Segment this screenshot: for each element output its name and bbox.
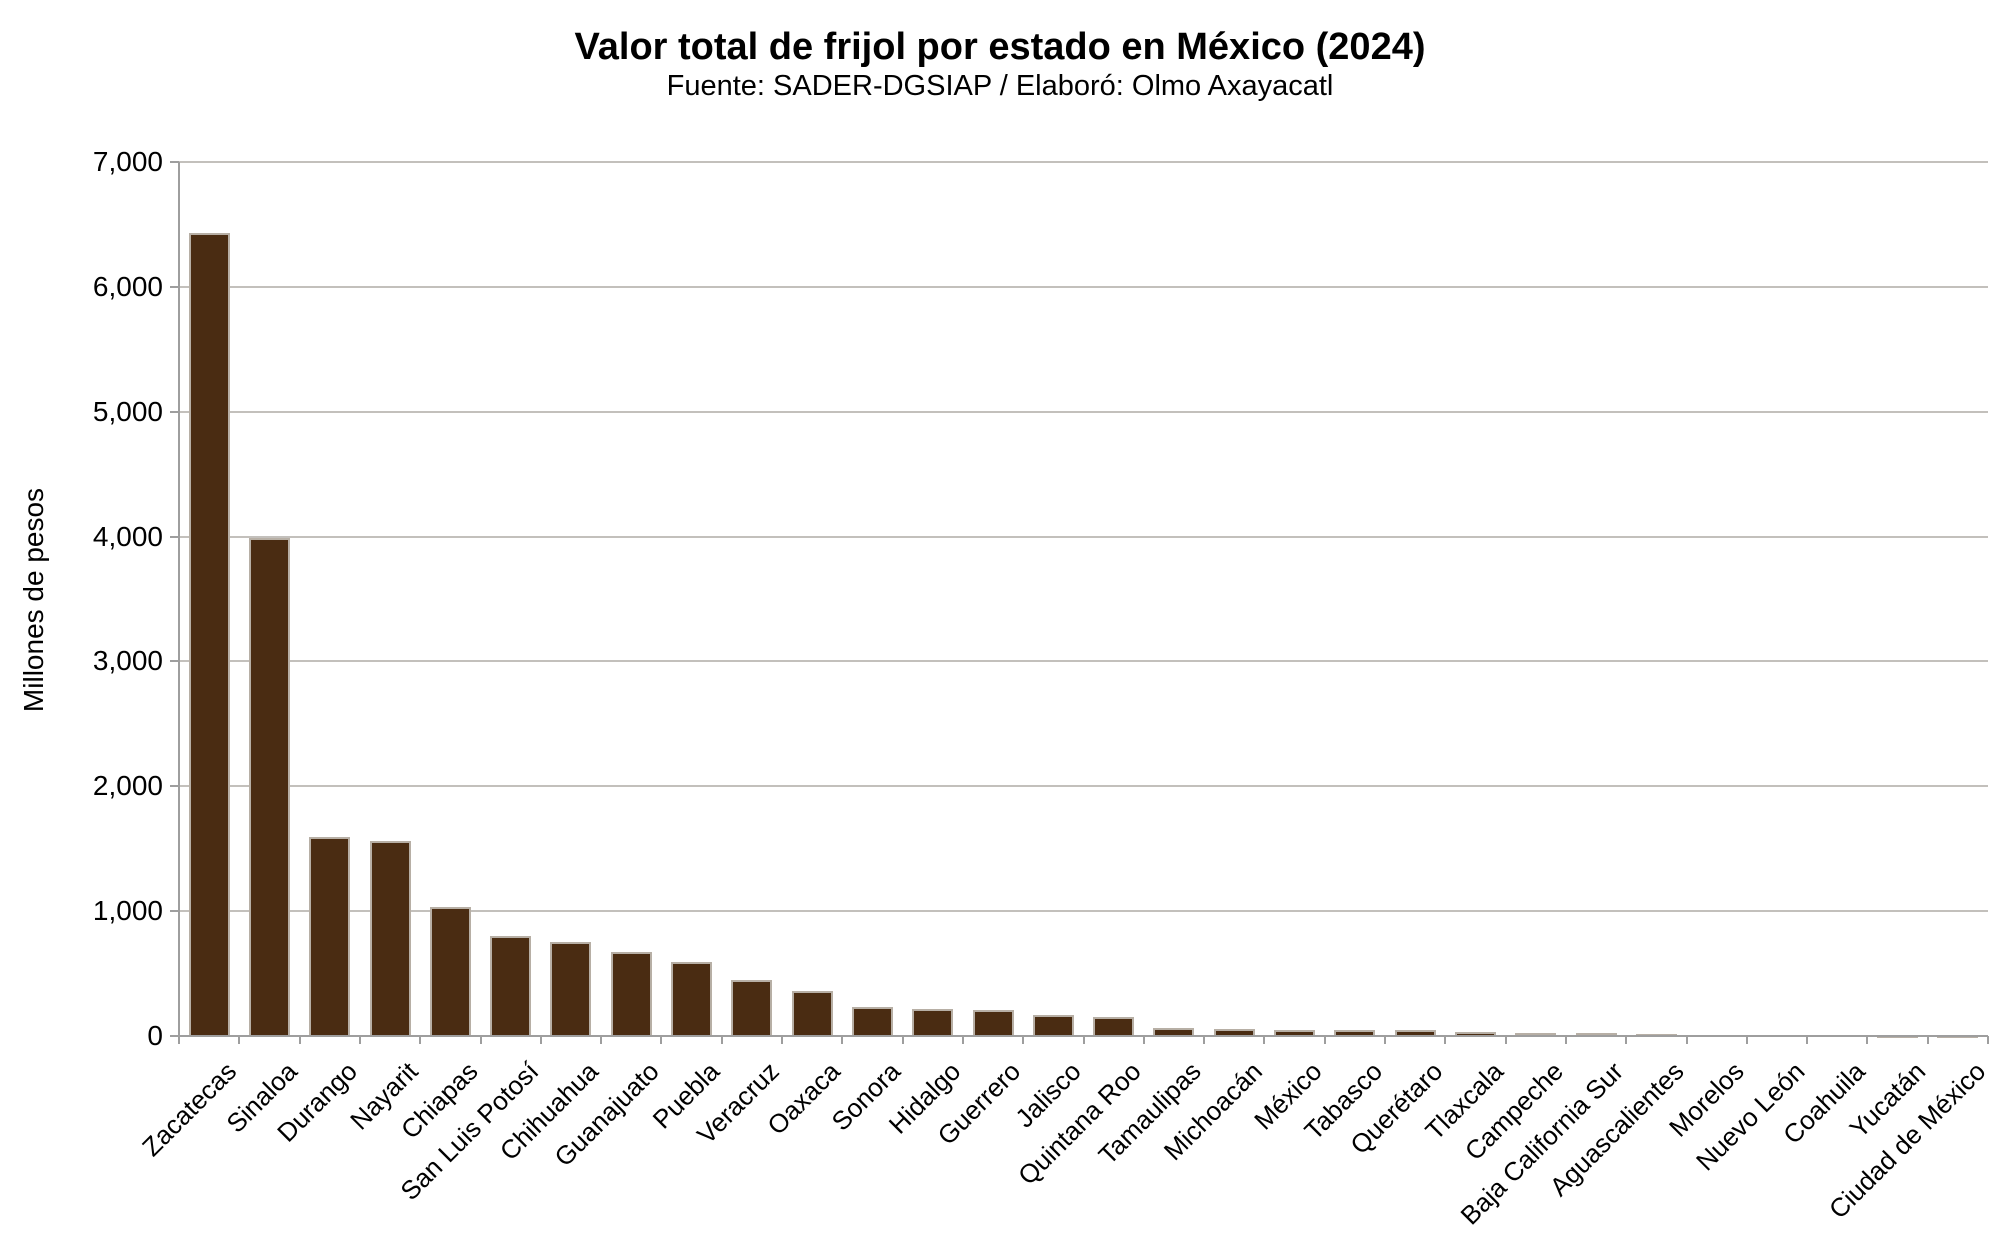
x-axis-tick: [1745, 1036, 1748, 1044]
x-axis-tick: [1625, 1036, 1628, 1044]
x-axis-tick: [781, 1036, 783, 1044]
bar-san-luis-potosí: [490, 936, 532, 1036]
y-axis-tick-label: 2,000: [92, 770, 163, 802]
x-axis-tick: [358, 1036, 361, 1044]
bar-tamaulipas: [1153, 1027, 1195, 1036]
y-axis-tick: [170, 910, 179, 913]
x-axis-tick: [600, 1036, 603, 1044]
y-gridline: [179, 660, 1988, 663]
x-axis-tick: [1082, 1036, 1085, 1044]
x-axis-tick: [1866, 1036, 1869, 1044]
x-axis-tick: [961, 1036, 964, 1044]
bar-durango: [309, 837, 351, 1036]
x-axis-tick: [841, 1036, 844, 1044]
y-axis-tick-label: 5,000: [92, 395, 163, 427]
x-axis-tick: [1504, 1036, 1507, 1044]
x-axis-tick: [1806, 1036, 1809, 1044]
y-axis-tick: [170, 161, 179, 163]
bar-hidalgo: [912, 1009, 954, 1036]
bar-jalisco: [1032, 1014, 1074, 1036]
y-gridline: [179, 785, 1988, 788]
x-axis-tick: [1323, 1036, 1326, 1044]
bar-tlaxcala: [1454, 1032, 1496, 1036]
y-axis-tick: [170, 785, 179, 788]
x-axis-tick: [1142, 1036, 1145, 1044]
bar-oaxaca: [791, 991, 833, 1036]
x-axis-tick: [479, 1036, 482, 1044]
chart-title: Valor total de frijol por estado en Méxi…: [574, 26, 1426, 68]
bar-michoacán: [1213, 1028, 1255, 1036]
x-axis-tick: [1203, 1036, 1206, 1044]
bar-chiapas: [429, 907, 471, 1036]
bar-quintana-roo: [1093, 1016, 1135, 1036]
bar-zacatecas: [188, 233, 230, 1036]
x-axis-tick: [298, 1036, 301, 1044]
y-gridline: [179, 535, 1988, 538]
bar-sonora: [851, 1006, 893, 1036]
y-axis-tick-label: 3,000: [92, 645, 163, 677]
y-axis-tick: [170, 535, 179, 538]
y-gridline: [179, 410, 1988, 413]
y-axis-tick-label: 1,000: [92, 895, 163, 927]
y-gridline: [179, 285, 1988, 288]
x-axis-tick: [1987, 1036, 1989, 1044]
x-axis-tick: [1685, 1036, 1688, 1044]
bar-querétaro: [1394, 1030, 1436, 1036]
bar-méxico: [1274, 1029, 1316, 1036]
bar-baja-california-sur: [1575, 1033, 1617, 1036]
bar-tabasco: [1334, 1030, 1376, 1036]
x-axis-tick: [539, 1036, 542, 1044]
bar-veracruz: [731, 980, 773, 1036]
x-axis-tick: [720, 1036, 723, 1044]
bar-chihuahua: [550, 942, 592, 1036]
y-axis-tick-label: 7,000: [92, 146, 163, 177]
y-axis-line: [178, 162, 180, 1044]
y-axis-tick: [170, 410, 179, 413]
x-axis-tick: [1022, 1036, 1025, 1044]
bar-puebla: [671, 962, 713, 1036]
x-axis-tick: [1926, 1036, 1929, 1044]
y-axis-tick: [170, 660, 179, 663]
y-axis-tick-label: 0: [147, 1020, 163, 1051]
x-axis-tick: [1263, 1036, 1266, 1044]
x-axis-tick: [660, 1036, 663, 1044]
x-axis-line: [170, 1035, 1988, 1037]
x-axis-tick: [901, 1036, 904, 1044]
x-axis-tick: [238, 1036, 241, 1044]
bar-guerrero: [972, 1009, 1014, 1036]
x-axis-tick: [1564, 1036, 1567, 1044]
y-axis-tick: [170, 285, 179, 288]
x-axis-tick: [1384, 1036, 1386, 1044]
y-axis-tick-label: 4,000: [92, 520, 163, 552]
x-axis-tick: [1444, 1036, 1447, 1044]
bar-guanajuato: [610, 952, 652, 1036]
y-axis-tick-label: 6,000: [92, 270, 163, 302]
x-axis-tick: [419, 1036, 422, 1044]
y-gridline: [179, 910, 1988, 913]
bar-sinaloa: [248, 537, 290, 1036]
chart-subtitle: Fuente: SADER-DGSIAP / Elaboró: Olmo Axa…: [666, 70, 1334, 102]
y-gridline: [179, 161, 1988, 163]
bar-campeche: [1515, 1032, 1557, 1036]
bar-nayarit: [369, 840, 411, 1036]
